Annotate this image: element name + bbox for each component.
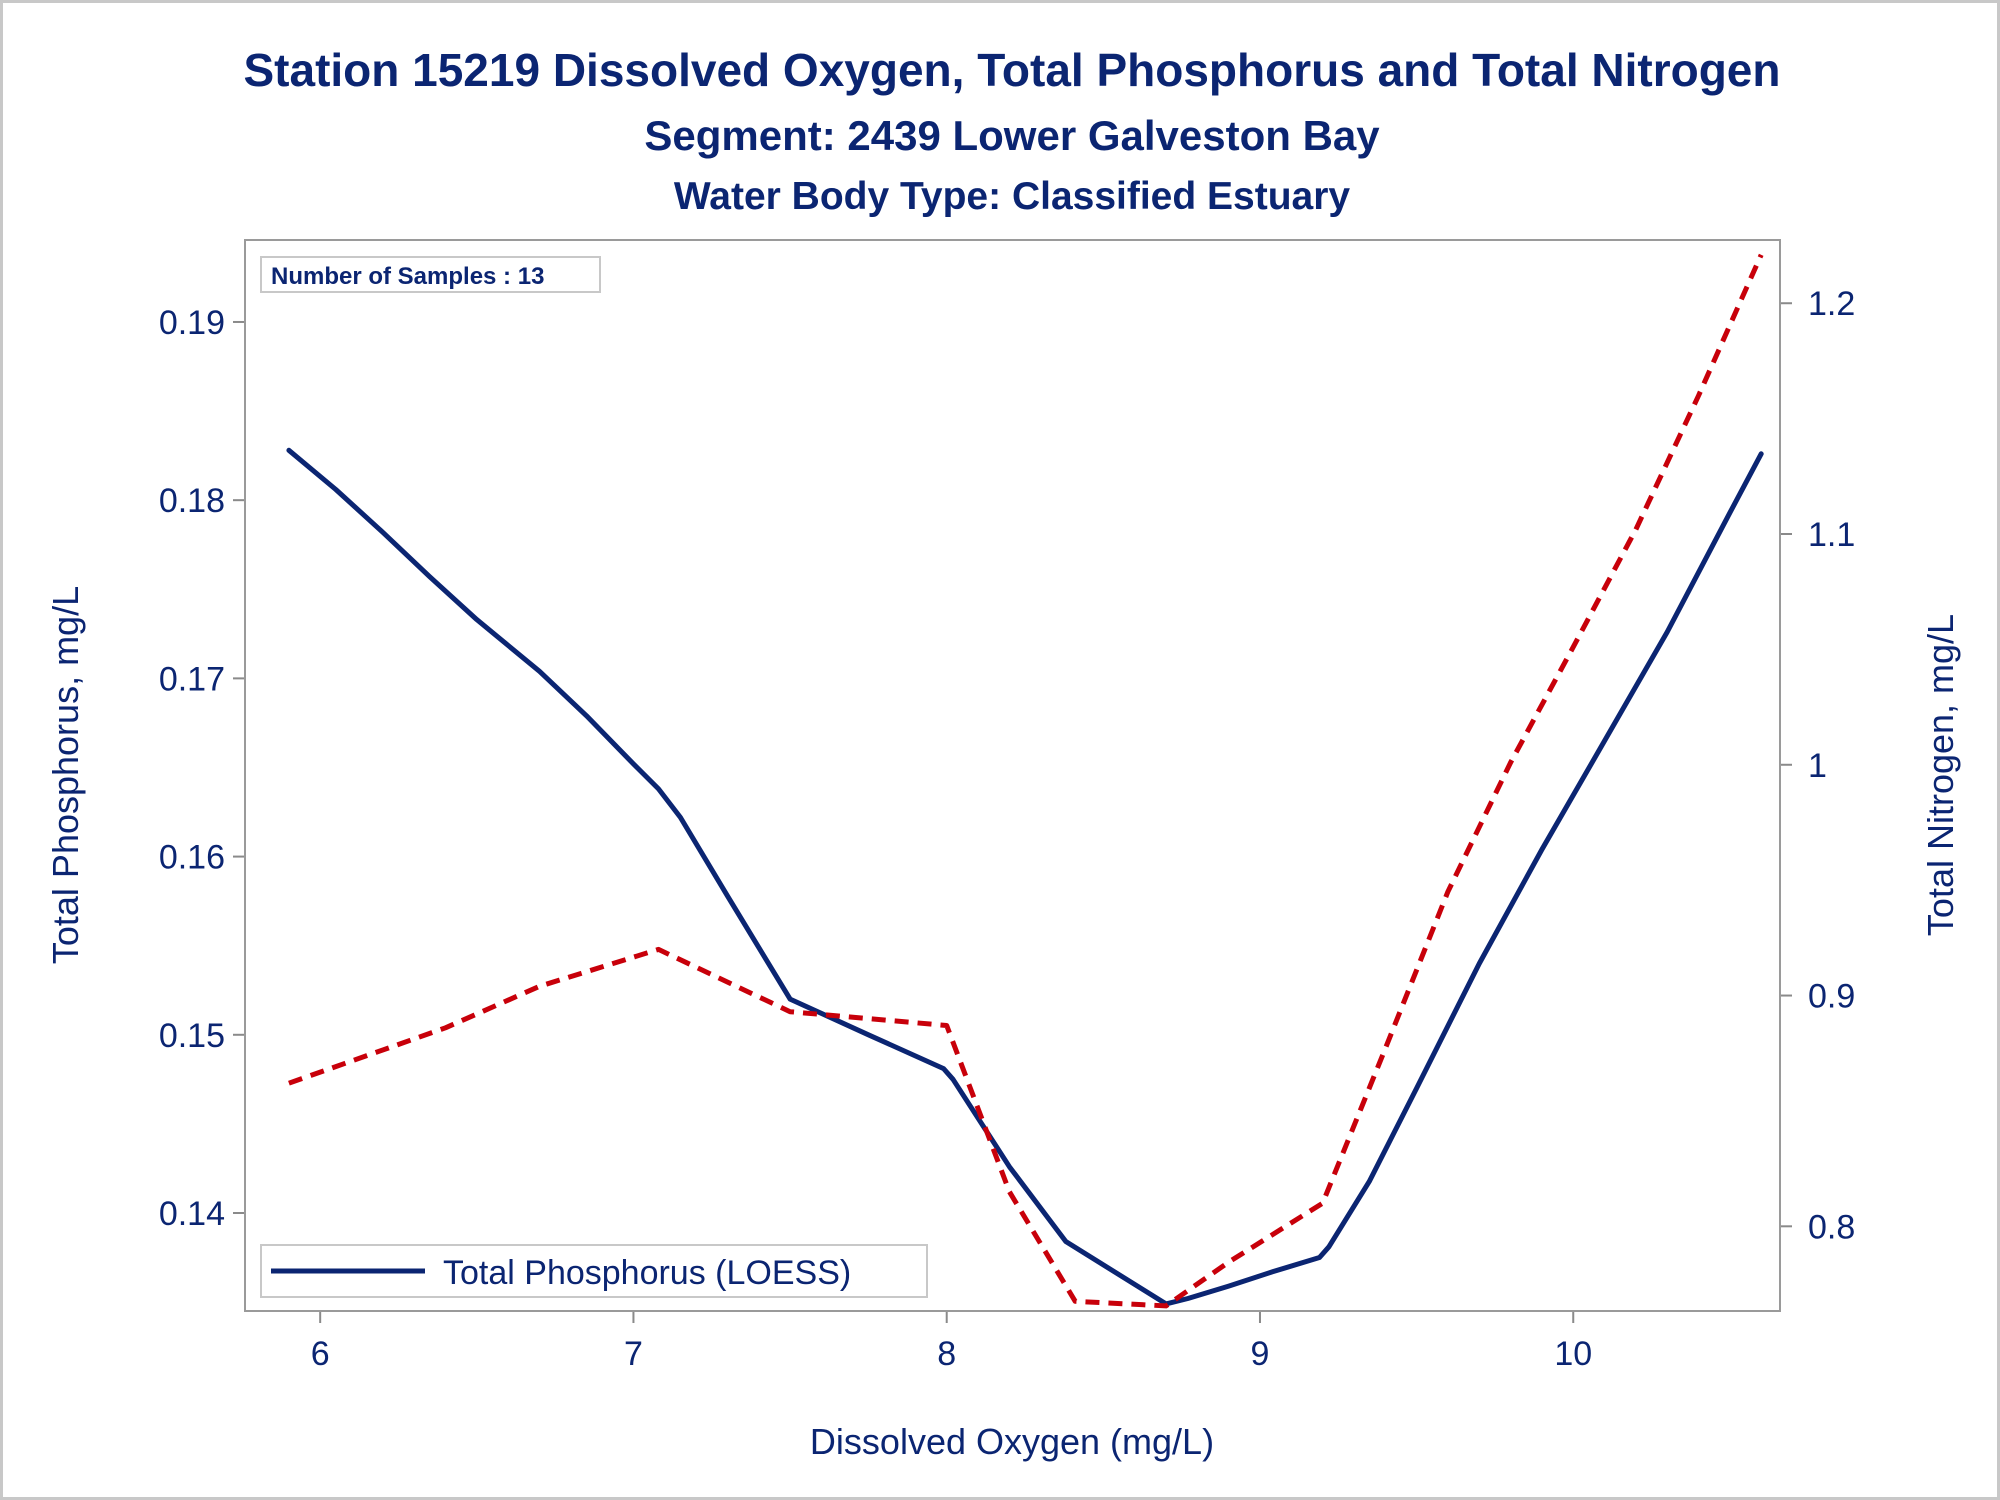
x-tick-label: 10 — [1554, 1335, 1592, 1373]
sample-count-annotation: Number of Samples : 13 — [271, 263, 544, 290]
y-tick-label: 0.18 — [159, 482, 225, 520]
series-layer — [286, 253, 1764, 1309]
y-tick-label: 0.17 — [159, 660, 225, 698]
y2-tick-label: 0.8 — [1808, 1208, 1855, 1246]
legend-label-phosphorus: Total Phosphorus (LOESS) — [443, 1254, 851, 1292]
y2-axis-label: Total Nitrogen, mg/L — [1920, 614, 1961, 936]
axis-layer: 6 7 8 9 10 0.14 0.15 0.16 0.17 0.18 0.19 0.8 0.9 1 1.1… — [159, 285, 1855, 1373]
x-tick-label: 7 — [624, 1335, 643, 1373]
x-tick-label: 8 — [937, 1335, 956, 1373]
x-axis-label: Dissolved Oxygen (mg/L) — [810, 1421, 1214, 1462]
y-tick-label: 0.15 — [159, 1017, 225, 1055]
y-tick-label: 0.19 — [159, 304, 225, 342]
y2-tick-label: 1 — [1808, 747, 1827, 785]
y-tick-label: 0.16 — [159, 839, 225, 877]
y2-tick-label: 1.2 — [1808, 285, 1855, 323]
sample-count-box — [260, 256, 601, 293]
chart-subtitle-2: Water Body Type: Classified Estuary — [674, 175, 1350, 218]
chart-canvas: Station 15219 Dissolved Oxygen, Total Ph… — [45, 44, 1961, 1462]
chart-subtitle: Segment: 2439 Lower Galveston Bay — [644, 112, 1380, 159]
plot-area-border — [244, 239, 1781, 1312]
chart-title: Station 15219 Dissolved Oxygen, Total Ph… — [243, 44, 1780, 96]
x-tick-label: 6 — [311, 1335, 330, 1373]
y2-tick-label: 1.1 — [1808, 516, 1855, 554]
y-axis-label: Total Phosphorus, mg/L — [45, 586, 86, 964]
y-tick-label: 0.14 — [159, 1195, 225, 1233]
series-line-phosphorus — [286, 447, 1764, 1307]
y2-tick-label: 0.9 — [1808, 978, 1855, 1016]
x-tick-label: 9 — [1251, 1335, 1270, 1373]
series-line-nitrogen — [288, 253, 1764, 1309]
